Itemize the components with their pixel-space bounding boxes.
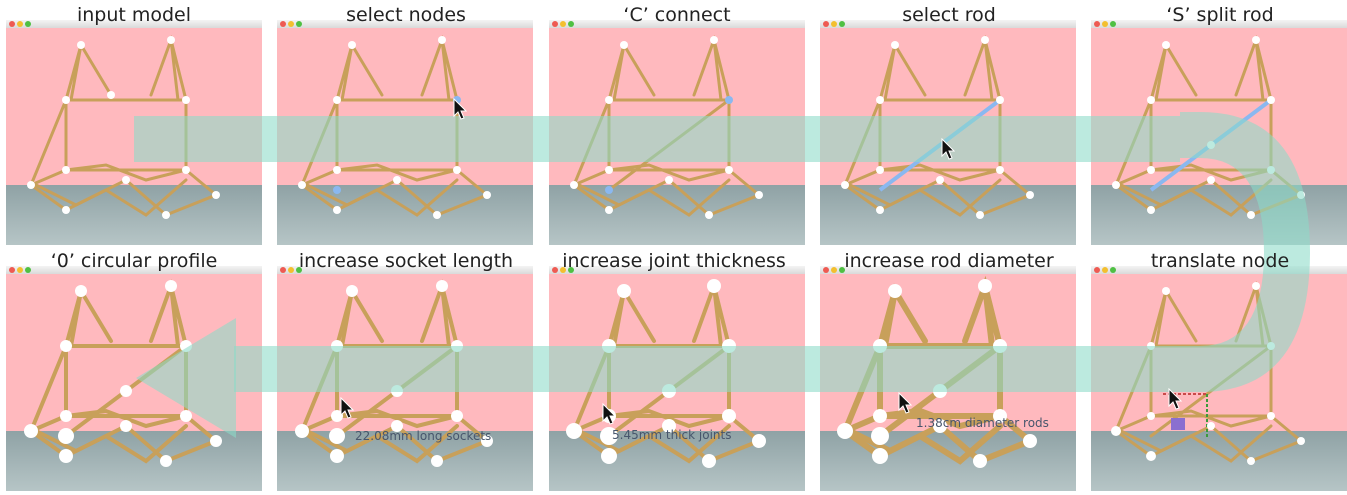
cursor-arrow-icon — [898, 392, 912, 414]
window-titlebar — [820, 266, 1076, 274]
close-dot-icon[interactable] — [9, 21, 15, 27]
workflow-arrow-top — [134, 116, 1180, 162]
minimize-dot-icon[interactable] — [831, 267, 837, 273]
caption-input-model: input model — [76, 4, 192, 26]
minimize-dot-icon[interactable] — [288, 267, 294, 273]
window-titlebar — [6, 20, 262, 28]
caption-increase-joint-thickness: increase joint thickness — [562, 250, 786, 272]
minimize-dot-icon[interactable] — [288, 21, 294, 27]
window-titlebar — [6, 266, 262, 274]
zoom-dot-icon[interactable] — [296, 21, 302, 27]
zoom-dot-icon[interactable] — [839, 21, 845, 27]
zoom-dot-icon[interactable] — [839, 267, 845, 273]
window-titlebar — [277, 20, 533, 28]
window-titlebar — [549, 20, 805, 28]
cursor-arrow-icon — [453, 98, 467, 120]
close-dot-icon[interactable] — [823, 267, 829, 273]
viewport-circular-profile[interactable] — [6, 266, 262, 491]
rod-model — [27, 34, 220, 219]
minimize-dot-icon[interactable] — [560, 21, 566, 27]
zoom-dot-icon[interactable] — [1110, 21, 1116, 27]
window-titlebar — [1091, 266, 1347, 274]
zoom-dot-icon[interactable] — [25, 21, 31, 27]
zoom-dot-icon[interactable] — [568, 21, 574, 27]
minimize-dot-icon[interactable] — [17, 21, 23, 27]
socket-length-label: 22.08mm long sockets — [355, 429, 492, 443]
caption-select-rod: select rod — [902, 4, 996, 26]
caption-increase-rod-diameter: increase rod diameter — [844, 250, 1054, 272]
workflow-arrow-bend — [1180, 112, 1310, 392]
close-dot-icon[interactable] — [552, 21, 558, 27]
minimize-dot-icon[interactable] — [1102, 267, 1108, 273]
window-titlebar — [549, 266, 805, 274]
minimize-dot-icon[interactable] — [831, 21, 837, 27]
window-titlebar — [277, 266, 533, 274]
caption-circular-profile: ‘0’ circular profile — [50, 250, 218, 272]
cursor-arrow-icon — [1168, 388, 1182, 410]
close-dot-icon[interactable] — [9, 267, 15, 273]
minimize-dot-icon[interactable] — [560, 267, 566, 273]
workflow-arrow-bottom — [234, 346, 1180, 392]
cursor-arrow-icon — [340, 397, 354, 419]
cursor-arrow-icon — [941, 138, 955, 160]
window-titlebar — [1091, 20, 1347, 28]
close-dot-icon[interactable] — [280, 21, 286, 27]
caption-increase-socket-length: increase socket length — [298, 250, 514, 272]
caption-s-split-rod: ‘S’ split rod — [1166, 4, 1274, 26]
caption-select-nodes: select nodes — [346, 4, 466, 26]
zoom-dot-icon[interactable] — [25, 267, 31, 273]
caption-translate-node: translate node — [1150, 250, 1290, 272]
close-dot-icon[interactable] — [1094, 21, 1100, 27]
caption-c-connect: ‘C’ connect — [623, 4, 731, 26]
joint-thickness-label: 5.45mm thick joints — [612, 428, 732, 442]
zoom-dot-icon[interactable] — [296, 267, 302, 273]
close-dot-icon[interactable] — [1094, 267, 1100, 273]
zoom-dot-icon[interactable] — [1110, 267, 1116, 273]
close-dot-icon[interactable] — [823, 21, 829, 27]
cursor-arrow-icon — [602, 403, 616, 425]
close-dot-icon[interactable] — [280, 267, 286, 273]
rod-diameter-label: 1.38cm diameter rods — [916, 416, 1049, 430]
translate-gizmo[interactable] — [1171, 418, 1185, 430]
window-titlebar — [820, 20, 1076, 28]
close-dot-icon[interactable] — [552, 267, 558, 273]
zoom-dot-icon[interactable] — [568, 267, 574, 273]
workflow-arrow-icon — [136, 318, 236, 438]
minimize-dot-icon[interactable] — [17, 267, 23, 273]
rod-model — [566, 279, 766, 468]
minimize-dot-icon[interactable] — [1102, 21, 1108, 27]
